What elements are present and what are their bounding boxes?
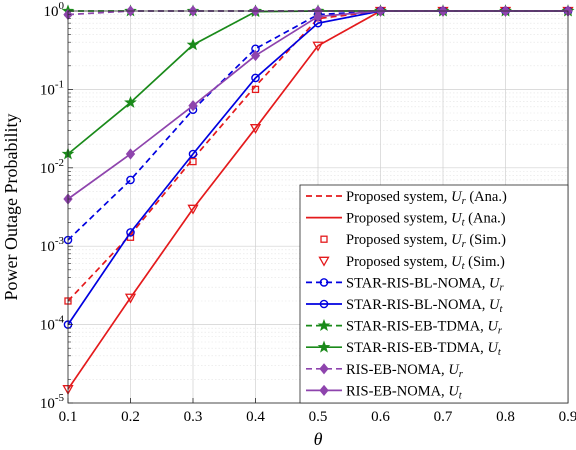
- x-tick-label: 0.3: [184, 409, 203, 425]
- x-tick-label: 0.8: [496, 409, 515, 425]
- legend-entry: Proposed system, Ur (Ana.): [306, 189, 507, 207]
- legend-label: Proposed system, Ur (Ana.): [346, 189, 507, 207]
- data-point: [313, 10, 323, 23]
- data-point: [188, 149, 198, 159]
- legend-entry: Proposed system, Ut (Ana.): [306, 211, 506, 229]
- data-point: [251, 85, 260, 94]
- legend-marker: [318, 256, 330, 267]
- legend-label: Proposed system, Ut (Sim.): [346, 254, 505, 272]
- y-tick-label: 100: [44, 0, 65, 20]
- legend-marker: [319, 384, 329, 396]
- legend-label: STAR-RIS-EB-TDMA, Ur: [346, 319, 503, 337]
- legend-label: STAR-RIS-BL-NOMA, Ur: [346, 275, 505, 293]
- legend-entry: Proposed system, Ur (Sim.): [320, 232, 506, 250]
- legend-marker: [317, 318, 331, 331]
- legend-marker: [319, 299, 329, 309]
- y-tick-label: 10-2: [40, 157, 64, 177]
- x-tick-label: 0.1: [59, 409, 78, 425]
- x-tick-label: 0.9: [559, 409, 576, 425]
- legend-entry: STAR-RIS-BL-NOMA, Ur: [306, 275, 505, 293]
- legend-entry: RIS-EB-NOMA, Ur: [306, 362, 464, 380]
- y-tick-label: 10-1: [40, 78, 64, 98]
- data-point: [250, 50, 261, 62]
- legend-label: RIS-EB-NOMA, Ut: [346, 383, 463, 401]
- legend-entry: STAR-RIS-BL-NOMA, Ut: [306, 297, 504, 315]
- y-axis-label: Power Outage Probability: [1, 114, 21, 301]
- y-tick-label: 10-3: [40, 235, 65, 255]
- legend-marker: [319, 278, 329, 287]
- x-tick-label: 0.6: [371, 409, 390, 425]
- data-point: [126, 175, 135, 185]
- legend-label: Proposed system, Ur (Sim.): [346, 232, 506, 250]
- data-point: [124, 95, 137, 108]
- data-point: [188, 100, 198, 112]
- legend-entry: Proposed system, Ut (Sim.): [318, 254, 505, 272]
- y-tick-label: 10-4: [40, 314, 65, 334]
- y-tick-label: 10-5: [40, 392, 65, 412]
- legend-label: STAR-RIS-BL-NOMA, Ut: [346, 297, 504, 315]
- legend-label: RIS-EB-NOMA, Ur: [346, 362, 464, 380]
- legend-label: Proposed system, Ut (Ana.): [346, 211, 506, 229]
- legend-marker: [317, 340, 331, 353]
- data-point: [126, 228, 135, 237]
- legend-entry: RIS-EB-NOMA, Ut: [306, 383, 463, 401]
- legend-entry: STAR-RIS-EB-TDMA, Ut: [306, 340, 502, 358]
- x-tick-label: 0.5: [309, 409, 328, 425]
- legend-marker: [320, 235, 328, 243]
- data-point: [249, 124, 262, 135]
- legend-label: STAR-RIS-EB-TDMA, Ut: [346, 340, 502, 358]
- legend-box: [299, 184, 569, 404]
- axis-ticks: 0.1 0.2 0.3 0.4 0.5 0.6 0.7 0.8 0.9 100 10-1 10-2 10…: [40, 0, 576, 425]
- data-point: [124, 293, 137, 304]
- data-point: [187, 204, 199, 215]
- legend: Proposed system, Ur (Ana.) Proposed syste…: [299, 184, 569, 404]
- data-point: [251, 73, 260, 83]
- data-point: [186, 38, 200, 51]
- x-tick-label: 0.7: [434, 409, 453, 425]
- data-point: [312, 41, 324, 52]
- x-axis-label: θ: [314, 429, 323, 449]
- data-point: [125, 148, 136, 160]
- legend-marker: [319, 363, 329, 375]
- x-tick-label: 0.4: [246, 409, 265, 425]
- legend-entry: STAR-RIS-EB-TDMA, Ur: [306, 319, 503, 337]
- data-point: [189, 157, 197, 166]
- x-tick-label: 0.2: [121, 409, 140, 425]
